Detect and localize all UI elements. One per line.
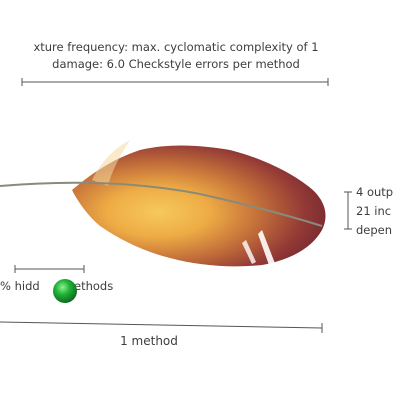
bottom-dimension-bracket [0, 321, 323, 333]
feather-icon [0, 140, 326, 268]
feather-fluff [92, 140, 130, 186]
feather-barb-gap-1 [258, 230, 276, 268]
feather-barb-gap-2 [242, 240, 256, 264]
right-annotation-line1: 4 outp [356, 185, 393, 199]
feather-shaft [0, 181, 323, 227]
right-annotation-line2: 21 inc [356, 204, 391, 218]
bottom-annotation: 1 method [120, 334, 178, 348]
top-annotation-line1: xture frequency: max. cyclomatic complex… [33, 40, 318, 54]
hidden-annotation-right: ethods [74, 279, 113, 293]
hidden-annotation-left: % hidd [0, 279, 40, 293]
right-dimension-bracket [344, 191, 352, 230]
hidden-dimension-bracket [14, 265, 85, 273]
right-annotation-line3: depen [356, 223, 392, 237]
green-dot-icon [53, 279, 77, 303]
top-annotation-line2: damage: 6.0 Checkstyle errors per method [52, 57, 300, 71]
top-dimension-bracket [21, 78, 329, 86]
